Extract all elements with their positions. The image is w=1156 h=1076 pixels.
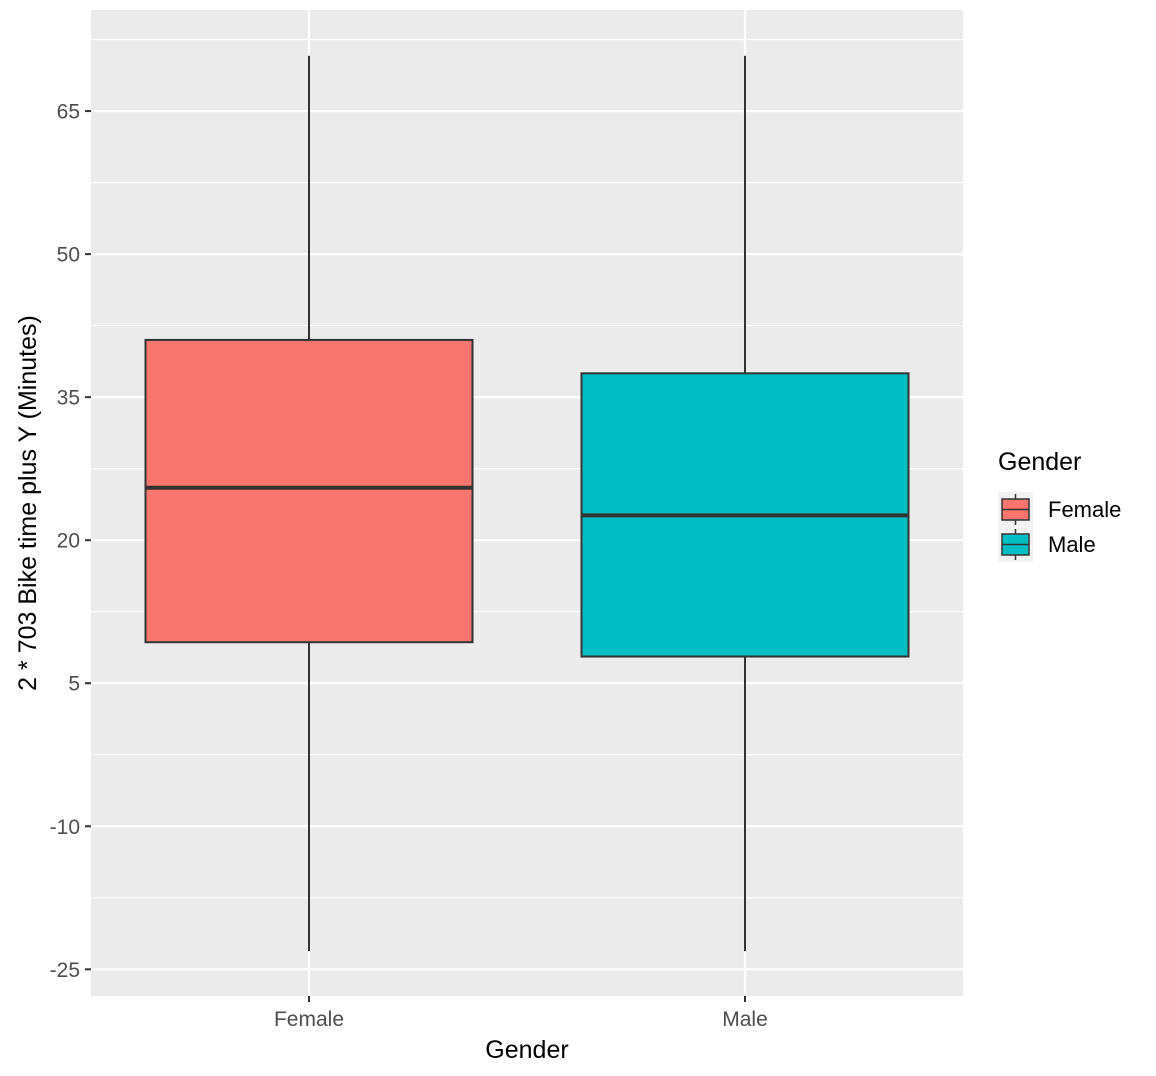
y-tick-label: 65 bbox=[57, 101, 80, 124]
x-axis: Female Male bbox=[274, 996, 768, 1031]
y-axis-title: 2 * 703 Bike time plus Y (Minutes) bbox=[14, 315, 42, 691]
y-axis: -25 -10 5 20 35 50 65 bbox=[50, 101, 91, 982]
y-tick-label: 20 bbox=[57, 530, 80, 553]
box-body bbox=[144, 338, 474, 644]
legend: Gender Female Male bbox=[998, 448, 1121, 562]
y-tick-label: -25 bbox=[50, 959, 80, 982]
boxes-layer bbox=[144, 55, 910, 952]
x-tick-label: Female bbox=[274, 1008, 344, 1031]
x-axis-title: Gender bbox=[485, 1036, 568, 1064]
legend-key-female: Female bbox=[998, 492, 1121, 527]
box-male bbox=[580, 55, 910, 952]
box-female bbox=[144, 55, 474, 952]
legend-label: Male bbox=[1048, 532, 1096, 557]
y-tick-label: -10 bbox=[50, 816, 80, 839]
legend-title: Gender bbox=[998, 448, 1081, 476]
legend-keys: Female Male bbox=[998, 492, 1121, 562]
legend-key-male: Male bbox=[998, 527, 1096, 562]
y-tick-label: 5 bbox=[68, 673, 80, 696]
legend-label: Female bbox=[1048, 497, 1121, 522]
y-tick-label: 50 bbox=[57, 244, 80, 267]
y-tick-label: 35 bbox=[57, 387, 80, 410]
x-tick-label: Male bbox=[722, 1008, 768, 1031]
